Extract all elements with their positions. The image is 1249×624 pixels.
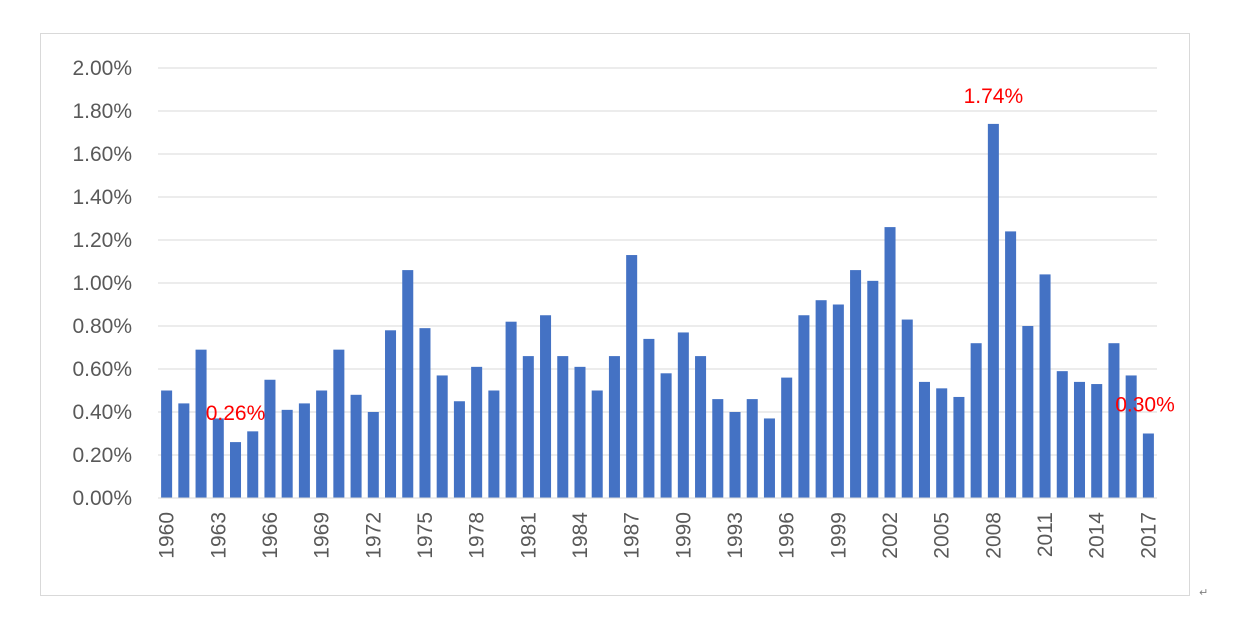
x-tick-label: 1993 xyxy=(724,512,747,559)
y-tick-label: 0.60% xyxy=(72,358,132,381)
y-tick-label: 1.00% xyxy=(72,272,132,295)
x-tick-label: 2008 xyxy=(982,512,1005,559)
bar xyxy=(316,390,328,498)
bar xyxy=(763,418,775,498)
bar xyxy=(540,315,552,498)
bar xyxy=(660,373,672,498)
data-label: 1.74% xyxy=(964,85,1024,108)
bar xyxy=(212,418,224,498)
x-tick-label: 2005 xyxy=(931,512,954,559)
bar xyxy=(488,390,500,498)
y-tick-label: 1.60% xyxy=(72,143,132,166)
x-tick-label: 1963 xyxy=(207,512,230,559)
bar xyxy=(953,396,965,498)
x-axis-labels: 1960 1963 1966 1969 1972 1975 1978 1981 1984 1987… xyxy=(156,512,1161,559)
x-tick-label: 1975 xyxy=(414,512,437,559)
bar xyxy=(712,399,724,498)
bar xyxy=(333,349,345,498)
y-tick-label: 1.80% xyxy=(72,100,132,123)
bar xyxy=(453,401,465,498)
bar xyxy=(832,304,844,498)
bars xyxy=(161,123,1154,499)
x-tick-label: 1966 xyxy=(259,512,282,559)
x-tick-label: 2014 xyxy=(1086,512,1109,559)
bar xyxy=(229,442,242,498)
bar xyxy=(281,409,293,498)
x-tick-label: 2011 xyxy=(1034,512,1057,557)
bar xyxy=(367,412,379,498)
bar xyxy=(402,270,414,498)
bar xyxy=(987,123,999,499)
bar xyxy=(247,431,259,498)
bar xyxy=(901,319,913,498)
bar xyxy=(574,366,586,498)
x-tick-label: 1996 xyxy=(776,512,799,559)
y-tick-label: 2.00% xyxy=(72,57,132,80)
bar xyxy=(643,338,655,498)
bar xyxy=(505,321,517,498)
bar xyxy=(781,377,793,498)
bar xyxy=(884,227,896,498)
bar xyxy=(850,270,862,498)
bar xyxy=(471,366,483,498)
bar xyxy=(867,280,879,498)
bar xyxy=(798,315,810,498)
x-tick-label: 1981 xyxy=(517,512,540,559)
x-tick-label: 1987 xyxy=(621,512,644,559)
bar xyxy=(1091,384,1103,498)
x-tick-label: 1999 xyxy=(827,512,850,559)
bar xyxy=(436,375,448,498)
y-tick-label: 0.00% xyxy=(72,487,132,510)
y-tick-label: 0.40% xyxy=(72,401,132,424)
bar xyxy=(695,356,707,498)
bar xyxy=(918,381,930,498)
x-tick-label: 2017 xyxy=(1137,512,1160,559)
bar xyxy=(970,343,982,498)
bar xyxy=(385,330,397,498)
x-tick-label: 1990 xyxy=(672,512,695,559)
bar xyxy=(350,394,362,498)
bar xyxy=(591,390,603,498)
bar xyxy=(264,379,276,498)
x-tick-label: 1984 xyxy=(569,512,592,559)
y-axis-labels: 0.00% 0.20% 0.40% 0.60% 0.80% 1.00% 1.20% 1.40%… xyxy=(72,57,132,510)
bar xyxy=(677,332,689,498)
bar xyxy=(178,403,190,498)
bar xyxy=(746,399,758,498)
bar xyxy=(1125,375,1137,498)
data-label: 0.30% xyxy=(1115,394,1175,417)
bar xyxy=(557,356,569,498)
return-mark: ↵ xyxy=(1199,586,1209,599)
bar xyxy=(1005,231,1017,498)
bar xyxy=(1108,343,1120,498)
x-tick-label: 1969 xyxy=(311,512,334,559)
bar xyxy=(195,349,207,498)
y-tick-label: 0.80% xyxy=(72,315,132,338)
bar xyxy=(608,356,620,498)
bar xyxy=(1056,371,1068,498)
bar xyxy=(1039,274,1051,498)
bar xyxy=(1022,326,1034,498)
bar xyxy=(936,388,948,498)
annotations: 0.26% 1.74% 0.30% xyxy=(206,85,1175,425)
bar xyxy=(1073,381,1086,498)
bar xyxy=(298,403,310,498)
x-tick-label: 1972 xyxy=(362,512,385,559)
bar xyxy=(419,328,431,498)
x-tick-label: 1960 xyxy=(156,512,179,559)
data-label: 0.26% xyxy=(206,402,266,425)
bar xyxy=(729,412,741,498)
x-tick-label: 2002 xyxy=(879,512,902,559)
x-tick-label: 1978 xyxy=(466,512,489,559)
bar xyxy=(522,356,534,498)
bar xyxy=(815,300,827,498)
bar xyxy=(1142,433,1154,498)
bar xyxy=(626,255,638,498)
y-tick-label: 1.20% xyxy=(72,229,132,252)
y-tick-label: 0.20% xyxy=(72,444,132,467)
bar xyxy=(161,390,173,498)
y-tick-label: 1.40% xyxy=(72,186,132,209)
